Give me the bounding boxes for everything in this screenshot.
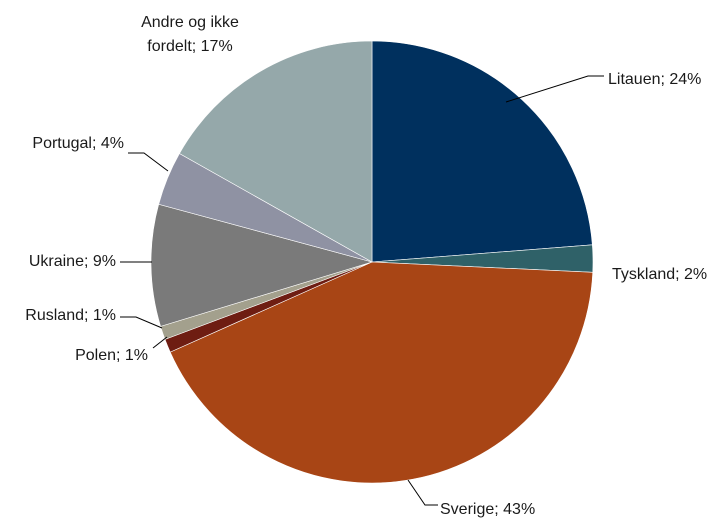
leader-line-litauen: [505, 75, 604, 103]
pie-slice-litauen: [371, 40, 593, 263]
labels-layer: Litauen; 24% Tyskland; 2% Sverige; 43% Pole…: [25, 14, 707, 518]
leader-line-rusland: [120, 316, 163, 329]
leader-lines: [120, 75, 604, 506]
pie-slice-sverige: [169, 261, 594, 484]
leader-line-sverige: [407, 479, 438, 506]
slice-label-sverige: Sverige; 43%: [440, 501, 535, 518]
slice-label-rusland: Rusland; 1%: [25, 307, 116, 324]
pie-slice-andre-og-ikke-fordelt: [179, 40, 373, 263]
slices-layer: [150, 40, 594, 484]
leader-line-polen: [152, 336, 168, 349]
slice-label-portugal: Portugal; 4%: [32, 135, 124, 152]
slice-label-litauen: Litauen; 24%: [608, 71, 701, 88]
pie-slice-ukraine: [150, 203, 374, 327]
slice-label-ukraine: Ukraine; 9%: [29, 253, 116, 270]
slice-label-polen: Polen; 1%: [75, 347, 148, 364]
slice-label-andre-og-ikke-fordelt: Andre og ikke fordelt; 17%: [141, 14, 239, 55]
slice-label-tyskland: Tyskland; 2%: [612, 266, 707, 283]
leader-line-portugal: [128, 152, 169, 172]
